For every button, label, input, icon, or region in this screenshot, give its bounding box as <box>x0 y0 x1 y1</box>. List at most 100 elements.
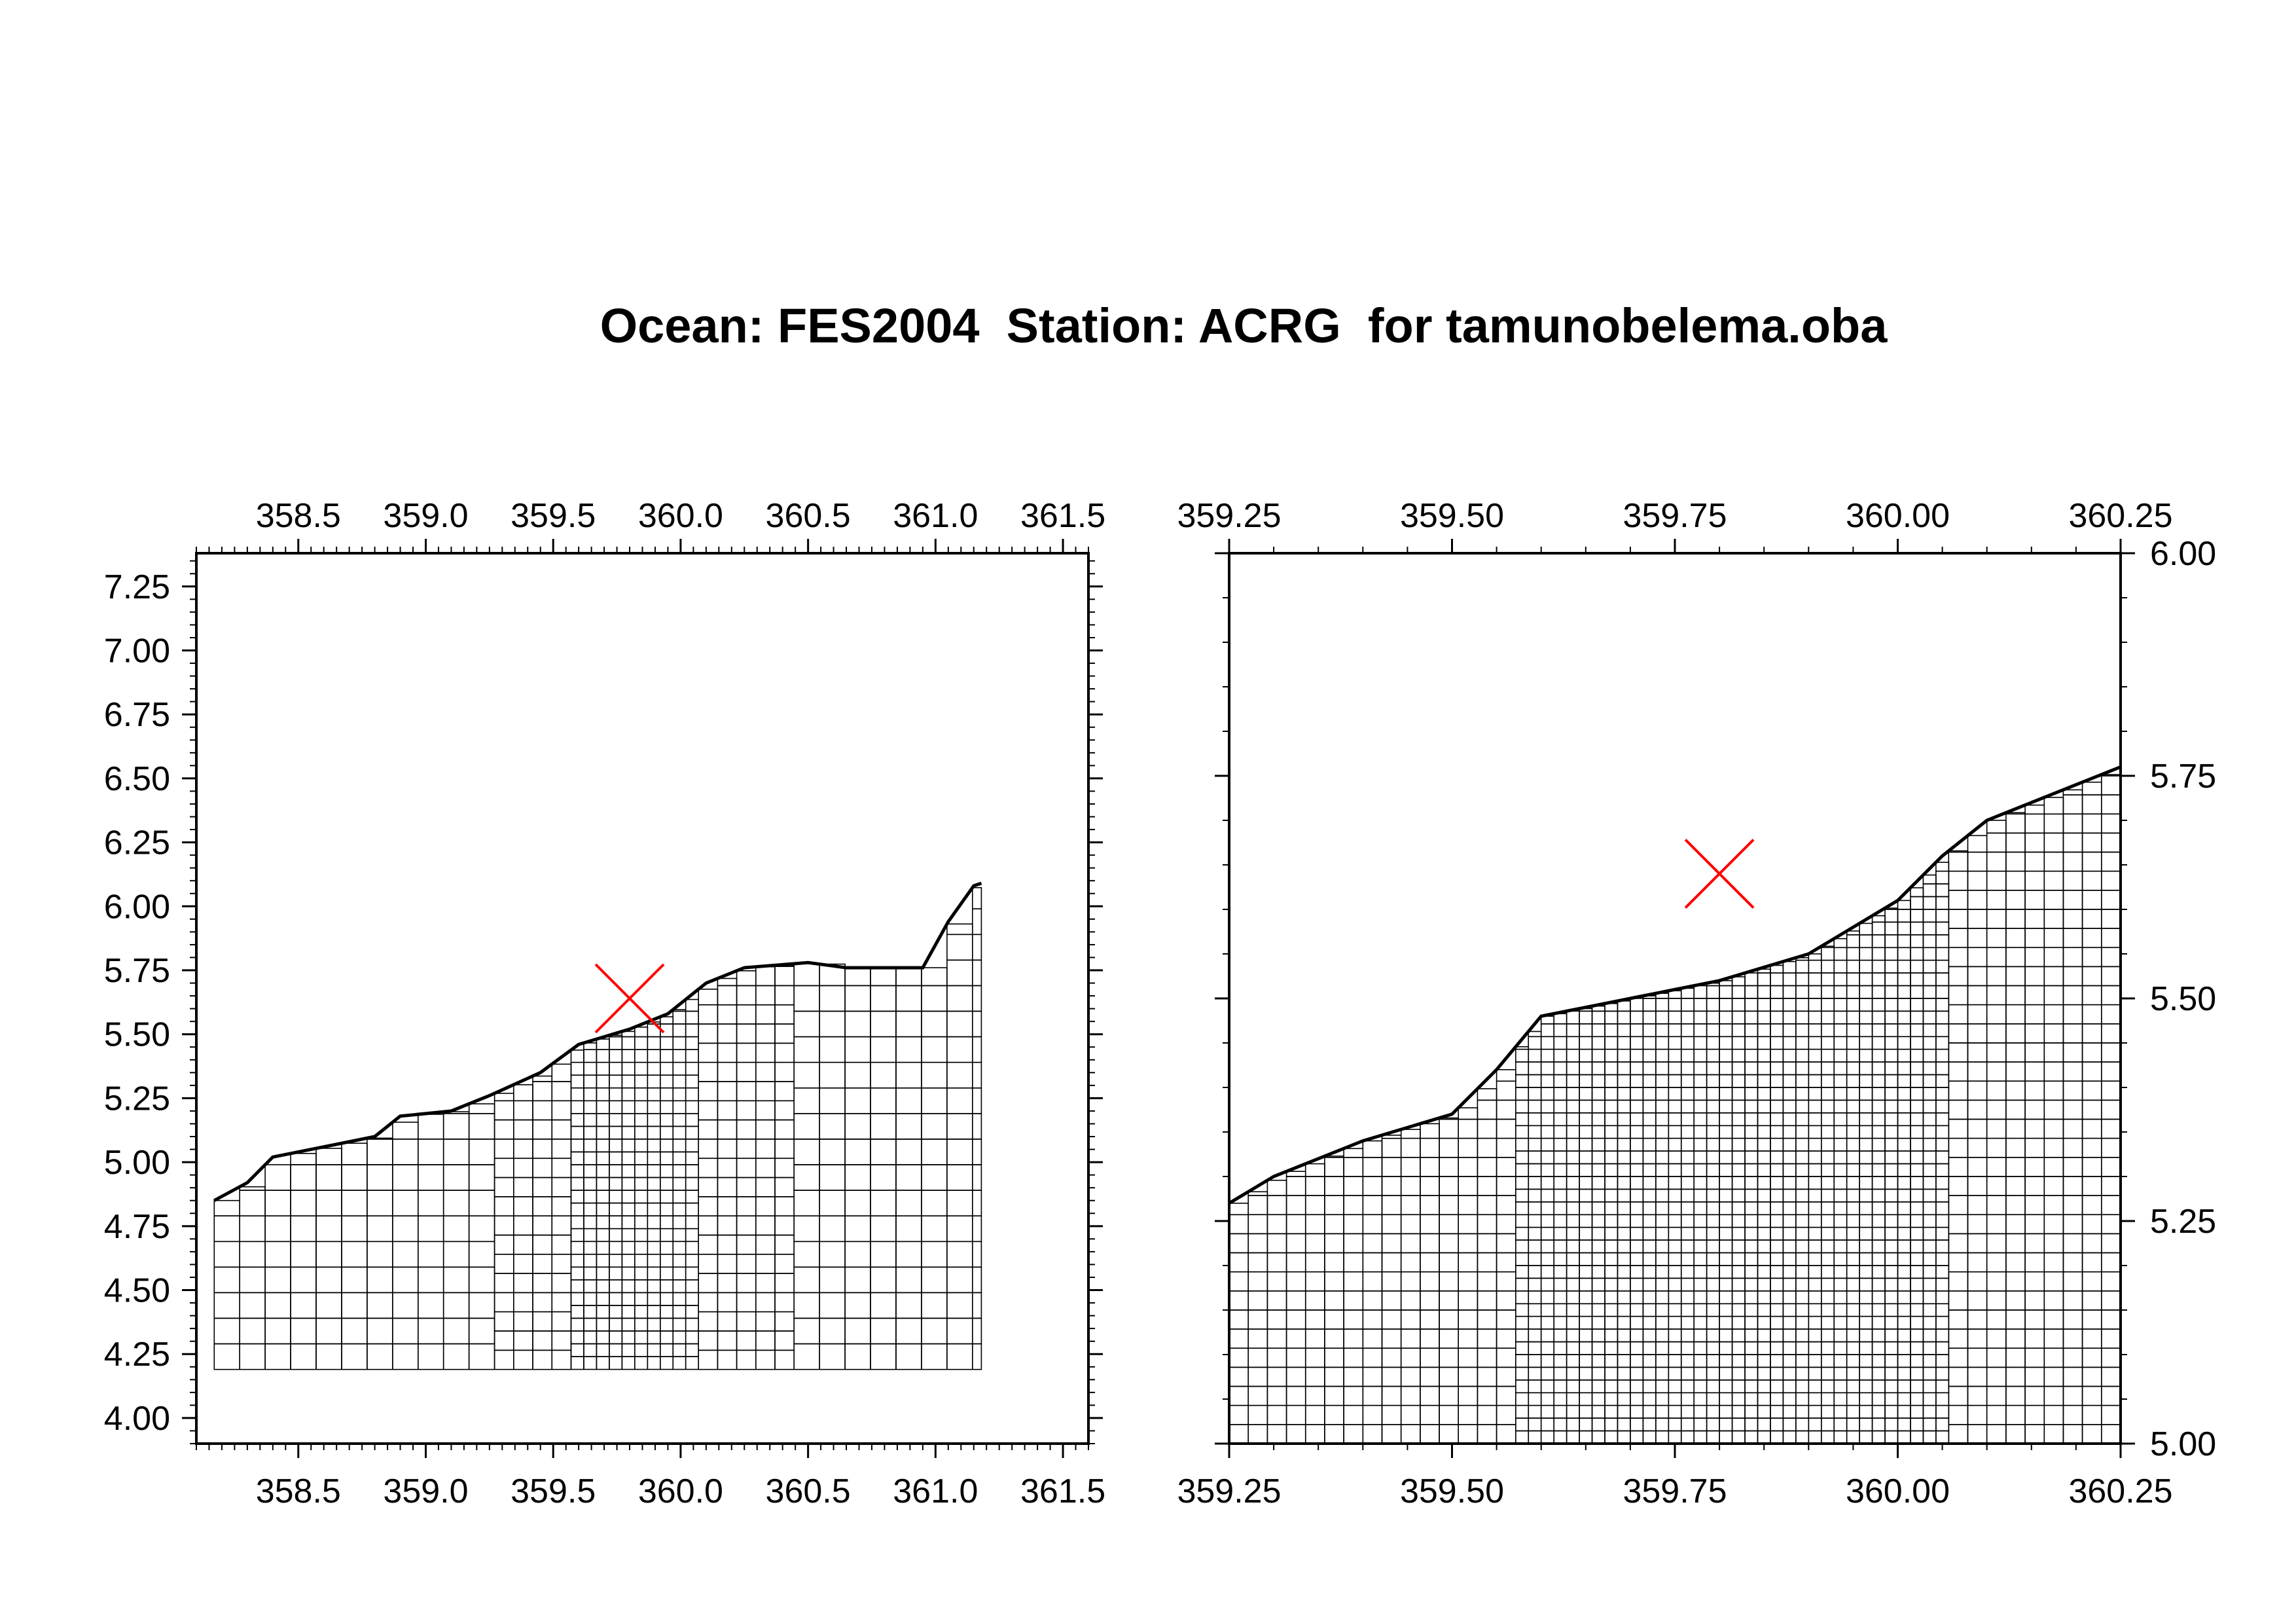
mesh-cell <box>583 1164 598 1178</box>
mesh-cell <box>1553 1061 1568 1076</box>
mesh-cell <box>1553 1013 1568 1025</box>
mesh-cell <box>1668 1023 1682 1038</box>
mesh-cell <box>2024 1290 2045 1311</box>
mesh-cell <box>417 1241 444 1268</box>
mesh-cell <box>1540 1087 1554 1101</box>
mesh-cell <box>1871 1125 1886 1139</box>
mesh-cell <box>442 1317 470 1345</box>
mesh-cell <box>1655 1061 1670 1076</box>
mesh-cell <box>921 1241 948 1268</box>
mesh-cell <box>1362 1214 1383 1235</box>
mesh-cell <box>1884 1366 1899 1381</box>
chart-title: Ocean: FES2004 Station: ACRG for tamunob… <box>600 299 1888 353</box>
mesh-cell <box>1935 1430 1950 1444</box>
mesh-cell <box>1706 1417 1720 1432</box>
mesh-cell <box>1935 1010 1950 1025</box>
mesh-cell <box>1266 1347 1287 1368</box>
mesh-cell <box>2043 1157 2064 1177</box>
mesh-cell <box>1591 1290 1605 1305</box>
mesh-cell <box>1859 1379 1873 1394</box>
mesh-cell <box>1229 1404 1249 1425</box>
mesh-cell <box>634 1176 649 1191</box>
mesh-cell <box>1967 851 1988 872</box>
mesh-cell <box>1782 960 1797 974</box>
mesh-cell <box>264 1343 291 1370</box>
mesh-cell <box>972 1164 982 1191</box>
mesh-cell <box>621 1087 636 1102</box>
mesh-cell <box>1859 1328 1873 1343</box>
mesh-cell <box>551 1330 572 1351</box>
mesh-cell <box>1247 1424 1268 1444</box>
mesh-cell <box>1706 1137 1720 1152</box>
mesh-cell <box>621 1190 636 1204</box>
mesh-cell <box>1744 985 1759 999</box>
mesh-cell <box>1668 1392 1682 1406</box>
mesh-cell <box>1540 1074 1554 1088</box>
mesh-cell <box>1935 1379 1950 1394</box>
mesh-cell <box>551 1234 572 1255</box>
mesh-cell <box>1795 1048 1810 1063</box>
mesh-cell <box>1910 1074 1924 1088</box>
mesh-cell <box>844 1087 871 1114</box>
mesh-cell <box>1668 1404 1682 1419</box>
mesh-cell <box>1897 1125 1911 1139</box>
mesh-cell <box>1540 1379 1554 1394</box>
mesh-cell <box>844 1215 871 1243</box>
mesh-cell <box>2062 1404 2083 1425</box>
mesh-cell <box>2062 909 2083 929</box>
mesh-cell <box>1871 1392 1886 1406</box>
mesh-cell <box>1362 1176 1383 1196</box>
mesh-cell <box>493 1254 514 1274</box>
mesh-cell <box>2062 1080 2083 1101</box>
mesh-cell <box>647 1061 661 1076</box>
mesh-cell <box>1706 1214 1720 1228</box>
mesh-cell <box>1833 1023 1848 1038</box>
mesh-cell <box>1744 1303 1759 1317</box>
mesh-cell <box>2005 1042 2026 1063</box>
mesh-cell <box>672 1036 687 1050</box>
mesh-cell <box>1795 1023 1810 1038</box>
mesh-cell <box>647 1279 661 1294</box>
mesh-cell <box>1579 1366 1593 1381</box>
mesh-cell <box>844 1343 871 1370</box>
mesh-cell <box>1922 1417 1937 1432</box>
mesh-cell <box>213 1343 240 1370</box>
mesh-cell <box>870 1139 897 1165</box>
mesh-cell <box>1642 1125 1657 1139</box>
mesh-cell <box>1871 1315 1886 1330</box>
mesh-cell <box>493 1311 514 1332</box>
mesh-cell <box>2062 928 2083 948</box>
mesh-cell <box>1986 909 2007 929</box>
mesh-cell <box>1528 1112 1542 1127</box>
mesh-cell <box>1630 1239 1644 1254</box>
mesh-cell <box>1770 1252 1784 1266</box>
mesh-cell <box>1871 1188 1886 1203</box>
mesh-cell <box>1324 1157 1344 1177</box>
mesh-cell <box>672 1202 687 1216</box>
mesh-cell <box>1731 1226 1746 1241</box>
mesh-cell <box>1846 1379 1860 1394</box>
mesh-cell <box>634 1202 649 1216</box>
mesh-cell <box>1986 1023 2007 1044</box>
mesh-cell <box>1884 959 1899 974</box>
mesh-cell <box>570 1049 584 1063</box>
mesh-cell <box>1833 1366 1848 1381</box>
mesh-cell <box>819 1266 846 1294</box>
mesh-cell <box>1859 1061 1873 1076</box>
mesh-cell <box>1986 1385 2007 1406</box>
mesh-cell <box>1680 998 1695 1012</box>
mesh-cell <box>774 966 795 987</box>
mesh-cell <box>1731 976 1746 987</box>
mesh-cell <box>1304 1309 1325 1330</box>
mesh-cell <box>1922 1112 1937 1127</box>
mesh-cell <box>1630 1328 1644 1343</box>
mesh-cell <box>1604 1315 1619 1330</box>
mesh-cell <box>1566 1341 1580 1355</box>
mesh-cell <box>1884 1048 1899 1063</box>
mesh-cell <box>1846 1074 1860 1088</box>
mesh-cell <box>621 1074 636 1089</box>
mesh-cell <box>1871 1163 1886 1177</box>
mesh-cell <box>946 934 973 961</box>
mesh-cell <box>1528 1061 1542 1076</box>
mesh-cell <box>1439 1385 1460 1406</box>
